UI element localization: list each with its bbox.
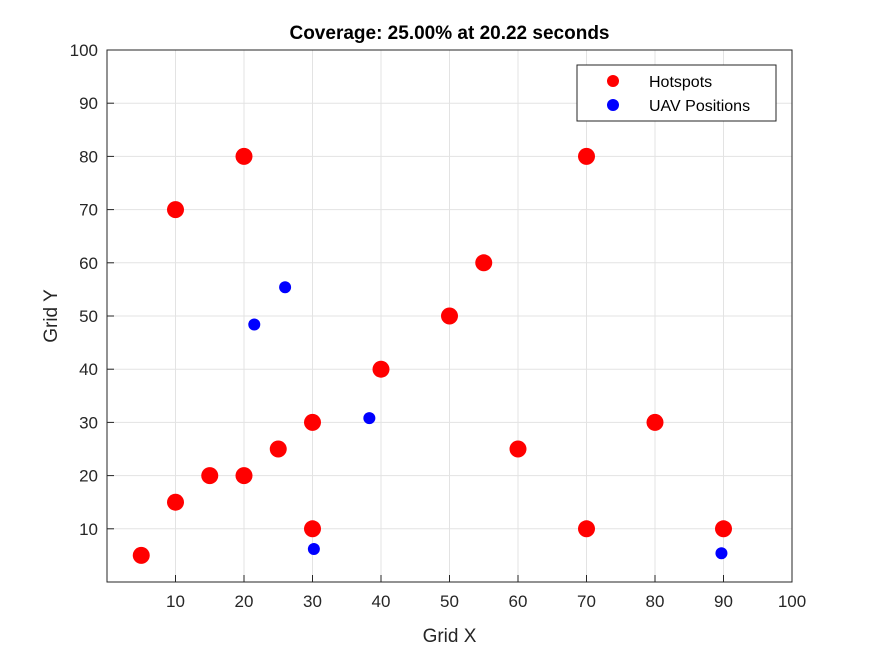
uav-position-point xyxy=(307,543,320,556)
y-tick-label: 20 xyxy=(79,467,98,486)
hotspot-point xyxy=(509,440,527,458)
hotspot-point xyxy=(372,360,390,378)
grid-lines xyxy=(107,49,793,582)
x-tick-label: 60 xyxy=(509,592,528,611)
hotspot-point xyxy=(132,546,150,564)
uav-position-point xyxy=(248,318,261,331)
axis-ticks: 10 20 30 40 50 60 70 80 90 100 10 20 30 40 50 60 70 80 90 1… xyxy=(70,41,807,611)
x-tick-label: 20 xyxy=(235,592,254,611)
x-tick-label: 50 xyxy=(440,592,459,611)
hotspot-point xyxy=(304,520,321,538)
uav-position-point xyxy=(279,281,292,294)
y-tick-label: 100 xyxy=(70,41,98,60)
y-tick-label: 40 xyxy=(79,360,98,379)
x-tick-label: 30 xyxy=(303,592,322,611)
x-tick-label: 100 xyxy=(778,592,806,611)
legend-marker-uav-positions xyxy=(607,99,619,111)
legend-box xyxy=(576,64,777,122)
legend-label-hotspots: Hotspots xyxy=(649,74,712,91)
hotspot-point xyxy=(646,413,664,431)
chart-title: Coverage: 25.00% at 20.22 seconds xyxy=(289,23,609,44)
y-tick-label: 70 xyxy=(79,201,98,220)
y-tick-label: 30 xyxy=(79,413,98,432)
hotspot-point xyxy=(201,467,219,485)
x-tick-label: 10 xyxy=(166,592,185,611)
x-tick-label: 80 xyxy=(646,592,665,611)
x-axis-label: Grid X xyxy=(423,626,477,647)
hotspot-point xyxy=(578,520,595,538)
hotspot-point xyxy=(269,440,287,458)
legend-label-uav-positions: UAV Positions xyxy=(649,98,750,115)
x-tick-label: 40 xyxy=(372,592,391,611)
hotspot-point xyxy=(235,467,253,485)
hotspot-point xyxy=(441,307,458,325)
hotspot-point xyxy=(715,520,732,538)
x-tick-label: 90 xyxy=(714,592,733,611)
hotspot-point xyxy=(167,201,184,219)
hotspot-point xyxy=(475,254,493,272)
legend-marker-hotspots xyxy=(607,75,619,87)
hotspot-point xyxy=(235,147,253,165)
y-tick-label: 90 xyxy=(79,94,98,113)
x-tick-label: 70 xyxy=(577,592,596,611)
y-tick-label: 80 xyxy=(79,147,98,166)
y-axis-label: Grid Y xyxy=(41,289,62,343)
y-tick-label: 60 xyxy=(79,254,98,273)
uav-position-point xyxy=(363,412,376,425)
scatter-marks xyxy=(132,147,732,564)
hotspot-point xyxy=(578,147,595,165)
legend: Hotspots UAV Positions xyxy=(576,64,777,122)
hotspot-point xyxy=(304,413,321,431)
uav-position-point xyxy=(715,547,728,560)
hotspot-point xyxy=(167,493,184,511)
y-tick-label: 50 xyxy=(79,307,98,326)
y-tick-label: 10 xyxy=(79,520,98,539)
